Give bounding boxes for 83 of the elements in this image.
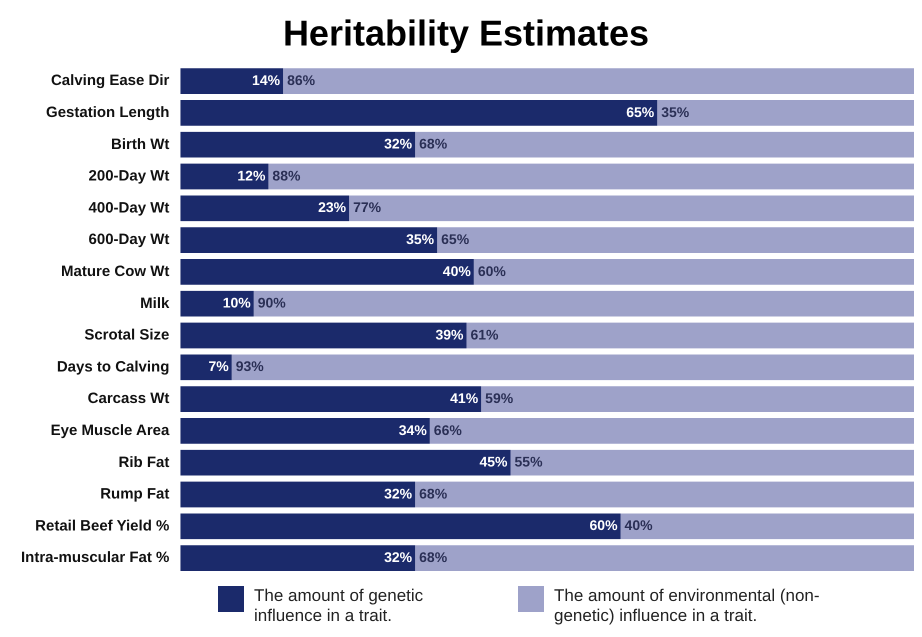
data-label: 7% [208, 358, 230, 374]
data-label: 93% [236, 358, 264, 374]
bar [415, 482, 914, 508]
data-label: 60% [478, 262, 506, 279]
bar [254, 290, 914, 317]
y-tick-label: 400-Day Wt [88, 199, 170, 216]
data-label: 68% [419, 136, 448, 152]
data-label: 45% [479, 454, 508, 470]
data-label: 35% [406, 230, 435, 247]
bar [510, 450, 914, 476]
data-label: 41% [450, 390, 479, 406]
data-label: 23% [318, 199, 347, 216]
data-label: 40% [624, 517, 654, 534]
y-tick-label: Birth Wt [111, 136, 170, 153]
bar [349, 195, 914, 222]
bar [180, 545, 416, 571]
data-label: 39% [435, 326, 464, 342]
data-label: 32% [384, 136, 413, 152]
data-label: 65% [626, 104, 655, 120]
data-label: 61% [470, 326, 500, 342]
bar [180, 68, 284, 94]
bar [180, 195, 350, 222]
y-tick-label: Rump Fat [100, 486, 170, 503]
data-label: 32% [384, 548, 413, 565]
bar [466, 322, 914, 348]
bar [481, 386, 914, 412]
legend-label: The amount of environmental (non-genetic) influence in a trait. [554, 586, 821, 626]
bar [180, 100, 658, 126]
data-label: 68% [419, 485, 448, 502]
chart-title: Heritability Estimates [282, 12, 650, 54]
data-label: 14% [252, 72, 281, 88]
data-label: 66% [434, 422, 462, 438]
y-tick-label: 200-Day Wt [88, 168, 170, 185]
data-label: 90% [258, 294, 286, 311]
bar [180, 132, 416, 158]
data-label: 12% [237, 167, 266, 184]
bar [180, 513, 621, 540]
y-tick-label: 600-Day Wt [88, 231, 170, 248]
bar [437, 227, 914, 253]
bar [180, 290, 254, 317]
data-label: 10% [222, 294, 252, 311]
bar [415, 132, 914, 158]
y-tick-label: Days to Calving [56, 358, 170, 376]
bar [180, 354, 232, 380]
bar [232, 354, 914, 380]
data-label: 55% [514, 454, 544, 470]
data-label: 60% [590, 517, 618, 534]
bar [180, 482, 416, 508]
y-tick-label: Calving Ease Dir [50, 72, 170, 90]
data-label: 32% [384, 485, 413, 502]
data-label: 88% [272, 167, 301, 184]
bar [180, 164, 268, 190]
y-tick-label: Eye Muscle Area [50, 422, 170, 440]
bar [180, 450, 510, 476]
y-tick-label: Gestation Length [46, 104, 170, 122]
bar [474, 259, 914, 285]
data-label: 35% [661, 104, 690, 120]
data-label: 59% [485, 390, 514, 406]
y-tick-label: Intra-muscular Fat % [20, 549, 170, 566]
bar [180, 322, 466, 348]
bar [415, 545, 914, 571]
legend-label: The amount of genetic influence in a trait. [254, 586, 424, 626]
data-label: 77% [353, 199, 382, 216]
y-tick-label: Retail Beef Yield % [35, 517, 170, 534]
bar [180, 227, 438, 253]
y-tick-label: Carcass Wt [88, 390, 170, 408]
bar [283, 68, 914, 94]
bar [430, 418, 914, 444]
bar [620, 513, 914, 540]
bar [268, 164, 914, 190]
y-tick-label: Milk [140, 294, 170, 312]
data-label: 65% [441, 230, 470, 247]
y-tick-label: Scrotal Size [84, 326, 170, 344]
data-label: 68% [419, 548, 448, 565]
data-label: 40% [442, 262, 472, 279]
data-label: 86% [287, 72, 316, 88]
bar [180, 418, 430, 444]
bar [180, 386, 482, 412]
y-tick-label: Mature Cow Wt [61, 263, 170, 280]
y-tick-label: Rib Fat [118, 454, 170, 471]
bar [180, 259, 474, 285]
data-label: 34% [398, 422, 428, 438]
bar [657, 100, 914, 126]
